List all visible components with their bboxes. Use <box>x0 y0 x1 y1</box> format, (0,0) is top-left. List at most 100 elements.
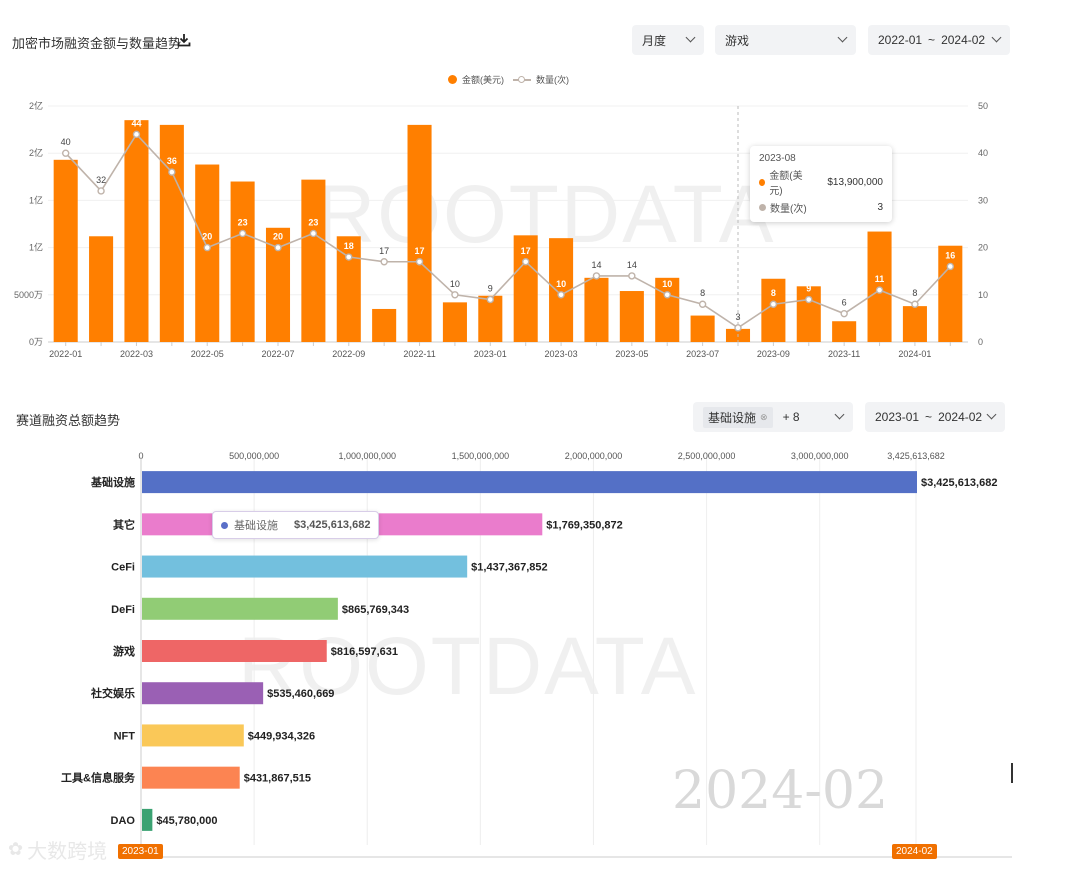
sector-bar <box>142 766 240 789</box>
bar-tooltip: 基础设施 $3,425,613,682 <box>212 511 380 539</box>
amount-bar <box>230 181 255 342</box>
x-tick-label: 2023-03 <box>545 349 578 359</box>
x-tick-label: 3,425,613,682 <box>887 451 945 461</box>
count-data-label: 9 <box>488 284 493 294</box>
timeline-end-marker[interactable]: 2024-02 <box>892 844 937 859</box>
x-tick-label: 1,500,000,000 <box>452 451 510 461</box>
legend-amount-label[interactable]: 金额(美元) <box>462 75 504 85</box>
tooltip-amount-dot <box>759 178 766 186</box>
category-select[interactable]: 游戏 <box>715 25 856 55</box>
period-select[interactable]: 月度 <box>632 25 704 55</box>
logo-text: 大数跨境 <box>27 841 108 863</box>
count-data-label: 14 <box>627 260 637 270</box>
tooltip-count-dot <box>759 204 766 211</box>
legend-count-label[interactable]: 数量(次) <box>536 75 569 85</box>
sector-bar-chart[interactable]: 0 500,000,000 1,000,000,000 1,500,000,000 2,… <box>0 395 1080 871</box>
timeline-start-marker[interactable]: 2023-01 <box>118 844 163 859</box>
legend-count-swatch[interactable] <box>513 75 531 84</box>
x-tick-label: 2022-01 <box>49 349 82 359</box>
count-data-label: 8 <box>700 288 705 298</box>
count-point <box>380 258 388 266</box>
amount-bar <box>478 295 503 342</box>
source-logo: ✿ 大数跨境 <box>8 835 107 864</box>
date-range-picker[interactable]: 2022-01 ~ 2024-02 <box>868 25 1010 55</box>
sector-filter-select[interactable]: 基础设施 ⊗ + 8 <box>693 402 853 432</box>
sector-trend-title: 赛道融资总额趋势 <box>16 413 121 428</box>
category-label: 工具&信息服务 <box>61 771 136 785</box>
count-point <box>486 295 495 304</box>
tooltip-count-label: 数量(次) <box>770 204 807 215</box>
y-left-tick-label: 2亿 <box>29 147 43 158</box>
amount-bar <box>690 315 715 342</box>
count-data-label: 44 <box>131 118 141 128</box>
count-data-label: 11 <box>875 274 885 284</box>
y-left-tick-label: 0万 <box>29 337 43 347</box>
tooltip-amount-row: 金额(美元) $13,900,000 <box>759 167 883 197</box>
count-point <box>592 272 601 280</box>
y-left-tick-label: 1亿 <box>29 194 43 205</box>
funding-trend-title: 加密市场融资金额与数量趋势 <box>12 36 182 51</box>
x-tick-label: 2023-01 <box>474 349 507 359</box>
count-point <box>345 253 353 261</box>
sector-bar <box>142 640 327 662</box>
count-data-label: 8 <box>912 288 917 298</box>
value-label: $535,460,669 <box>267 688 334 700</box>
category-label: DeFi <box>111 604 135 616</box>
funding-combo-chart[interactable]: 0万 5000万 1亿 1亿 2亿 2亿 0 10 20 30 40 50 2022-01 2022-03… <box>0 0 1080 385</box>
count-data-label: 16 <box>945 250 955 260</box>
category-label: 社交娱乐 <box>90 686 135 700</box>
tooltip-count-row: 数量(次) 3 <box>759 200 883 215</box>
count-point <box>521 258 530 266</box>
range-end: 2024-02 <box>938 410 983 424</box>
count-point <box>132 130 141 139</box>
tooltip-amount-value: $13,900,000 <box>827 176 883 188</box>
current-period-label: 2024-02 <box>672 761 889 821</box>
amount-bar <box>407 124 432 342</box>
amount-bar <box>53 159 78 342</box>
x-tick-label: 2022-11 <box>403 349 435 359</box>
count-data-label: 10 <box>662 279 672 289</box>
count-data-label: 36 <box>167 156 177 166</box>
tag-close-icon[interactable]: ⊗ <box>760 411 768 422</box>
scroll-indicator <box>1011 763 1013 783</box>
x-tick-label: 2023-07 <box>686 349 719 359</box>
category-label: 其它 <box>113 517 135 531</box>
count-point <box>911 300 919 308</box>
amount-bar <box>442 302 467 342</box>
count-data-label: 17 <box>379 246 389 256</box>
category-label: CeFi <box>111 562 135 574</box>
amount-bar <box>89 236 114 342</box>
count-data-label: 23 <box>238 217 248 227</box>
funding-trend-panel: 加密市场融资金额与数量趋势 月度 游戏 2022-01 ~ 2024-02 金额… <box>0 0 1080 385</box>
sector-date-range-picker[interactable]: 2023-01 ~ 2024-02 <box>865 402 1005 432</box>
range-separator: ~ <box>925 410 933 424</box>
count-point <box>274 243 282 252</box>
y-right-tick-label: 0 <box>978 337 983 347</box>
count-point <box>698 300 707 308</box>
count-data-label: 6 <box>842 298 847 308</box>
amount-bar <box>159 124 184 342</box>
legend-amount-swatch[interactable] <box>448 75 457 84</box>
download-icon[interactable] <box>176 32 192 48</box>
count-data-label: 8 <box>771 288 776 298</box>
count-point <box>840 309 848 318</box>
count-point <box>97 187 105 195</box>
filter-tag: 基础设施 ⊗ <box>703 406 773 428</box>
count-data-label: 17 <box>521 246 531 256</box>
value-label: $816,597,631 <box>331 646 398 658</box>
count-point <box>875 286 884 294</box>
bar-tooltip-value: $3,425,613,682 <box>294 519 371 531</box>
filter-more-count: + 8 <box>782 410 800 424</box>
amount-bar <box>584 277 609 342</box>
count-data-label: 32 <box>96 175 106 185</box>
range-separator: ~ <box>928 33 936 47</box>
value-label: $45,780,000 <box>156 815 217 827</box>
tooltip-date: 2023-08 <box>759 153 796 164</box>
value-label: $3,425,613,682 <box>921 477 997 489</box>
x-tick-label: 0 <box>138 451 143 461</box>
count-data-label: 20 <box>273 232 283 242</box>
value-label: $1,437,367,852 <box>471 562 547 574</box>
tooltip-count-value: 3 <box>877 202 883 213</box>
period-select-value: 月度 <box>642 33 667 48</box>
count-data-label: 40 <box>61 137 71 147</box>
